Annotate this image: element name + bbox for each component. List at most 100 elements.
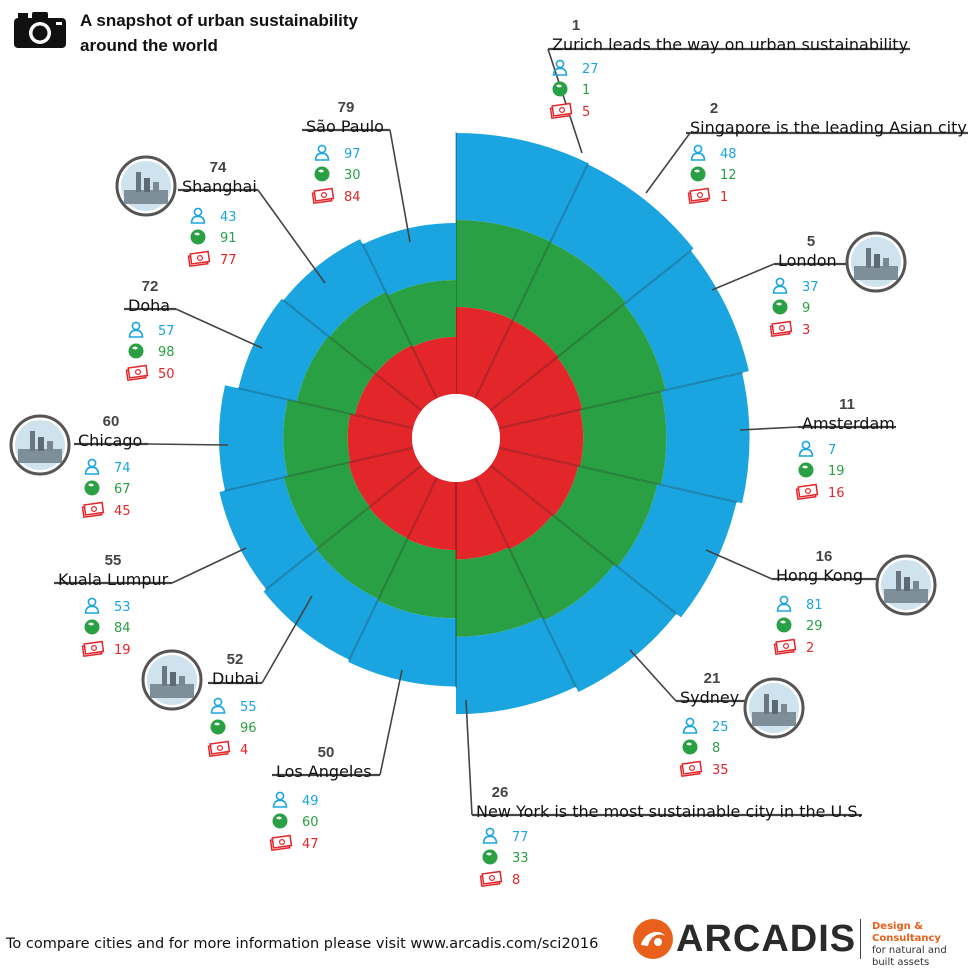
brand-name: ARCADIS [676, 918, 857, 960]
wedge-planet-zurich [456, 220, 551, 320]
city-rank: 1 [572, 17, 580, 34]
banknote-icon [187, 250, 211, 268]
banknote-icon [311, 187, 335, 205]
leader-line [465, 699, 473, 816]
wedge-people-amsterdam [661, 372, 750, 504]
globe-icon [690, 166, 706, 182]
city-label: Kuala Lumpur [58, 570, 169, 589]
city-rank: 16 [816, 548, 833, 565]
city-rank: 26 [492, 784, 509, 801]
wedge-planet-sydney [509, 514, 615, 621]
globe-icon [552, 81, 568, 97]
wedge-divider [264, 464, 423, 591]
globe-icon [190, 229, 206, 245]
tagline-line-2: for natural and [872, 945, 947, 956]
tagline-line-3: built assets [872, 957, 930, 968]
person-icon [798, 440, 814, 457]
wedge-divider [498, 446, 738, 504]
profit-rank: 8 [512, 873, 520, 888]
wedge-planet-dubai [316, 507, 408, 600]
camera-icon [12, 10, 68, 54]
people-rank: 37 [802, 280, 819, 295]
profit-rank: 77 [220, 253, 237, 268]
wedge-planet-chicago [283, 399, 351, 477]
wedge-people-los-angeles [348, 600, 456, 687]
city-label: Shanghai [182, 177, 257, 196]
profit-rank: 5 [582, 105, 590, 120]
wedge-divider [474, 162, 590, 399]
leader-line [711, 263, 775, 291]
wedge-planet-amsterdam [579, 391, 667, 485]
city-label: Singapore is the leading Asian city [690, 118, 967, 137]
city-photo-icon [875, 554, 937, 616]
city-label: Doha [128, 296, 170, 315]
leader-line [645, 132, 691, 194]
people-rank: 74 [114, 461, 131, 476]
globe-icon [798, 462, 814, 478]
chart-center-hole [412, 394, 500, 482]
wedge-people-london [624, 250, 749, 391]
leader-line [389, 129, 411, 243]
person-icon [84, 597, 100, 614]
wedge-people-dubai [263, 549, 379, 660]
wedge-people-doha [238, 298, 329, 402]
planet-rank: 19 [828, 464, 845, 479]
footer-note: To compare cities and for more informati… [6, 936, 599, 952]
globe-icon [482, 849, 498, 865]
banknote-icon [679, 760, 703, 778]
wedge-planet-shanghai [329, 292, 412, 374]
planet-rank: 1 [582, 83, 590, 98]
wedge-divider [474, 477, 578, 689]
wedge-profit-kuala-lumpur [348, 447, 422, 507]
planet-rank: 33 [512, 851, 529, 866]
city-rank: 72 [142, 278, 159, 295]
city-rank: 79 [338, 99, 355, 116]
city-photo-icon [141, 649, 203, 711]
banknote-icon [769, 320, 793, 338]
profit-rank: 3 [802, 323, 810, 338]
banknote-icon [269, 834, 293, 852]
person-icon [772, 277, 788, 294]
wedge-profit-london [490, 357, 583, 429]
banknote-icon [125, 364, 149, 382]
leader-line [171, 547, 247, 584]
city-label: Zurich leads the way on urban sustainabi… [552, 35, 908, 54]
globe-icon [210, 719, 226, 735]
wedge-profit-hong-kong [490, 447, 579, 517]
wedge-planet-s-o-paulo [387, 280, 456, 348]
wedge-planet-kuala-lumpur [283, 462, 370, 549]
wedge-profit-los-angeles [407, 477, 456, 551]
city-rank: 52 [227, 651, 244, 668]
logo-divider [860, 919, 861, 959]
person-icon [482, 827, 498, 844]
globe-icon [772, 299, 788, 315]
city-label: Amsterdam [802, 414, 895, 433]
leader-line [739, 426, 799, 431]
planet-rank: 96 [240, 721, 257, 736]
person-icon [552, 59, 568, 76]
profit-rank: 2 [806, 641, 814, 656]
title-line-2: around the world [80, 36, 218, 55]
globe-icon [84, 480, 100, 496]
globe-icon [314, 166, 330, 182]
city-label: Chicago [78, 431, 142, 450]
wedge-profit-sydney [475, 465, 553, 550]
city-rank: 55 [105, 552, 122, 569]
chart-title: A snapshot of urban sustainability aroun… [80, 8, 358, 58]
profit-rank: 47 [302, 837, 319, 852]
city-photo-icon [115, 155, 177, 217]
wedge-planet-doha [296, 336, 375, 415]
people-rank: 25 [712, 720, 729, 735]
planet-rank: 8 [712, 741, 720, 756]
wedge-profit-new-york [456, 477, 509, 560]
wedge-divider [498, 371, 744, 430]
leader-line [629, 649, 677, 702]
profit-rank: 84 [344, 190, 361, 205]
globe-icon [128, 343, 144, 359]
